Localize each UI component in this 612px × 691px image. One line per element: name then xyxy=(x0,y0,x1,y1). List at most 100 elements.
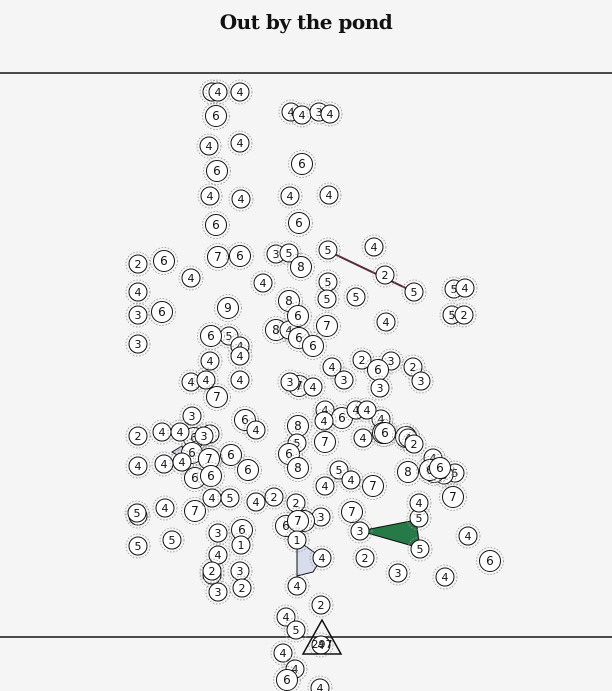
number-node[interactable]: 9 xyxy=(214,294,242,322)
number-node[interactable]: 6 xyxy=(476,547,504,575)
number-node[interactable]: 6 xyxy=(228,516,256,544)
bridge-line[interactable] xyxy=(327,250,415,293)
number-node[interactable]: 4 xyxy=(373,309,399,335)
number-node[interactable]: 4 xyxy=(227,343,253,369)
number-node[interactable]: 1 xyxy=(284,527,310,553)
number-node[interactable]: 4 xyxy=(196,133,222,159)
number-node[interactable]: 8 xyxy=(287,253,315,281)
number-node[interactable]: 4 xyxy=(197,348,223,374)
number-node[interactable]: 1 xyxy=(228,532,254,558)
number-node[interactable]: 7 xyxy=(181,497,209,525)
number-node[interactable]: 3 xyxy=(367,375,393,401)
number-node[interactable]: 4 xyxy=(152,495,178,521)
number-node[interactable]: 6 xyxy=(217,441,245,469)
number-node[interactable]: 4 xyxy=(178,265,204,291)
number-node[interactable]: 8 xyxy=(284,454,312,482)
number-node[interactable]: 4 xyxy=(309,545,335,571)
number-node[interactable]: 2 xyxy=(352,545,378,571)
number-node[interactable]: 4 xyxy=(311,408,337,434)
number-node[interactable]: 4 xyxy=(228,186,254,212)
number-node[interactable]: 4 xyxy=(167,419,193,445)
number-node[interactable]: 5 xyxy=(407,536,433,562)
number-node[interactable]: 2 xyxy=(229,575,255,601)
number-node[interactable]: 3 xyxy=(277,369,303,395)
number-node[interactable]: 3 xyxy=(205,520,231,546)
number-node[interactable]: 4 xyxy=(193,367,219,393)
number-node[interactable]: 5 xyxy=(124,500,150,526)
number-node[interactable]: 7 xyxy=(338,498,366,526)
number-node[interactable]: 2 xyxy=(125,423,151,449)
number-node[interactable]: 5 xyxy=(217,485,243,511)
number-node[interactable]: 4 xyxy=(270,640,296,666)
number-node[interactable]: 6 xyxy=(285,209,313,237)
number-node[interactable]: 4 xyxy=(452,275,478,301)
number-node[interactable]: 6 xyxy=(197,462,225,490)
number-node[interactable]: 4 xyxy=(300,374,326,400)
number-node[interactable]: 6 xyxy=(299,332,327,360)
lavender-island[interactable] xyxy=(296,539,323,577)
number-node[interactable]: 3 xyxy=(205,579,231,605)
number-node[interactable]: 4 xyxy=(227,79,253,105)
number-node[interactable]: 4 xyxy=(432,564,458,590)
number-node[interactable]: 4 xyxy=(317,101,343,127)
number-node[interactable]: 6 xyxy=(288,150,316,178)
number-node[interactable]: 2 xyxy=(125,251,151,277)
number-node[interactable]: 4 xyxy=(227,367,253,393)
number-node[interactable]: 4 xyxy=(307,675,333,691)
number-node[interactable]: 4 xyxy=(169,449,195,475)
number-node[interactable]: 4 xyxy=(250,270,276,296)
goal-marker[interactable]: 297 xyxy=(301,618,343,655)
number-node[interactable]: 2 xyxy=(401,431,427,457)
number-node[interactable]: 4 xyxy=(125,279,151,305)
number-node[interactable]: 4 xyxy=(273,604,299,630)
number-node[interactable]: 3 xyxy=(408,368,434,394)
number-node[interactable]: 4 xyxy=(354,397,380,423)
number-node[interactable]: 7 xyxy=(203,383,231,411)
number-node[interactable]: 3 xyxy=(191,423,217,449)
number-node[interactable]: 4 xyxy=(361,234,387,260)
number-node[interactable]: 7 xyxy=(439,483,467,511)
number-node[interactable]: 4 xyxy=(197,183,223,209)
number-node[interactable]: 6 xyxy=(150,247,178,275)
number-node[interactable]: 5 xyxy=(315,269,341,295)
number-node[interactable]: 3 xyxy=(179,403,205,429)
number-node[interactable]: 6 xyxy=(148,298,176,326)
number-node[interactable]: 3 xyxy=(125,302,151,328)
number-node[interactable]: 6 xyxy=(234,456,262,484)
number-node[interactable]: 5 xyxy=(401,279,427,305)
number-node[interactable]: 4 xyxy=(406,490,432,516)
number-node[interactable]: 2 xyxy=(451,302,477,328)
number-node[interactable]: 8 xyxy=(394,458,422,486)
number-node[interactable]: 5 xyxy=(343,284,369,310)
green-island[interactable] xyxy=(359,519,421,549)
number-node[interactable]: 6 xyxy=(202,211,230,239)
number-node[interactable]: 4 xyxy=(149,419,175,445)
number-node[interactable]: 5 xyxy=(406,505,432,531)
number-node[interactable]: 4 xyxy=(319,354,345,380)
number-node[interactable]: 7 xyxy=(311,428,339,456)
number-node[interactable]: 4 xyxy=(312,473,338,499)
number-node[interactable]: 5 xyxy=(125,533,151,559)
number-node[interactable]: 2 xyxy=(199,558,225,584)
number-node[interactable]: 7 xyxy=(313,312,341,340)
number-node[interactable]: 6 xyxy=(203,157,231,185)
number-node[interactable]: 6 xyxy=(197,322,225,350)
number-node[interactable]: 5 xyxy=(315,237,341,263)
number-node[interactable]: 4 xyxy=(284,573,310,599)
number-node[interactable]: 7 xyxy=(284,507,312,535)
number-node[interactable]: 5 xyxy=(314,286,340,312)
number-node[interactable]: 4 xyxy=(243,489,269,515)
number-node[interactable]: 6 xyxy=(284,302,312,330)
number-node[interactable]: 4 xyxy=(338,467,364,493)
number-node[interactable]: 4 xyxy=(227,130,253,156)
number-node[interactable]: 4 xyxy=(350,425,376,451)
number-node[interactable]: 2 xyxy=(308,592,334,618)
number-node[interactable]: 4 xyxy=(277,183,303,209)
number-node[interactable]: 6 xyxy=(426,454,454,482)
number-node[interactable]: 3 xyxy=(347,518,373,544)
number-node[interactable]: 2 xyxy=(261,484,287,510)
number-node[interactable]: 6 xyxy=(371,419,399,447)
number-node[interactable]: 6 xyxy=(202,102,230,130)
number-node[interactable]: 7 xyxy=(204,243,232,271)
